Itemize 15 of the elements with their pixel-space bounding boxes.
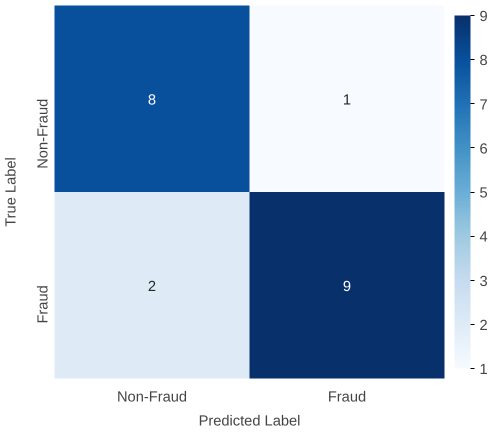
color-bar-label: 4 — [480, 230, 488, 246]
color-bar-label: 7 — [480, 97, 488, 114]
data-label: 2 — [148, 278, 156, 295]
color-bar-label: 8 — [480, 53, 488, 70]
color-bar-label: 5 — [480, 186, 488, 202]
color-bar-label: 2 — [480, 318, 488, 334]
color-bar-label: 9 — [480, 9, 488, 25]
x-axis-title: Predicted Label — [198, 414, 300, 430]
data-label: 1 — [342, 92, 352, 108]
color-bar-label: 1 — [480, 362, 488, 378]
y-axis-title: True Label — [4, 157, 20, 227]
color-bar-label: 6 — [480, 141, 488, 158]
data-label: 9 — [342, 278, 352, 295]
color-bar-label: 3 — [480, 274, 488, 290]
data-label: 8 — [148, 92, 156, 108]
